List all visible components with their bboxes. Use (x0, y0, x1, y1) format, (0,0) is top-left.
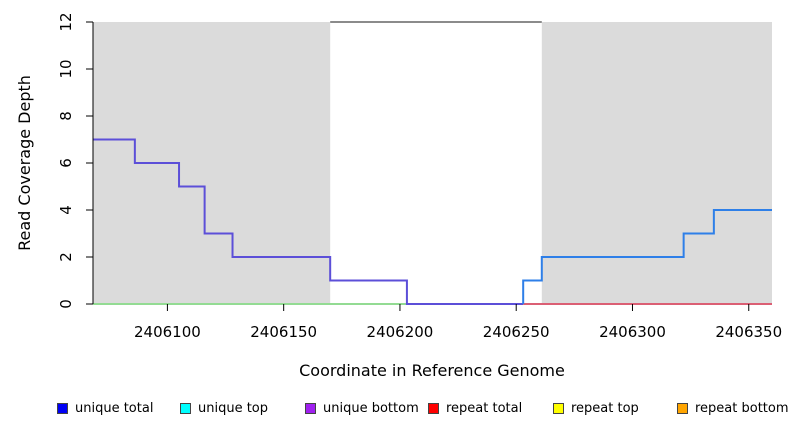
legend-label: unique top (198, 400, 269, 416)
y-axis-title: Read Coverage Depth (15, 75, 34, 251)
y-tick-label: 12 (57, 12, 75, 31)
right-shaded-region (541, 22, 772, 304)
legend-label: repeat total (446, 400, 523, 416)
legend-swatch-icon (180, 402, 191, 414)
legend-label: repeat bottom (695, 400, 789, 416)
legend-item-unique-total: unique total (57, 399, 153, 417)
legend-item-repeat-bottom: repeat bottom (677, 399, 789, 417)
y-tick-label: 8 (57, 111, 75, 121)
x-tick-label: 2406250 (483, 323, 550, 341)
x-tick-label: 2406200 (367, 323, 434, 341)
legend-swatch-icon (305, 402, 316, 414)
x-tick-label: 2406300 (599, 323, 666, 341)
axes: 2406100 2406150 2406200 2406250 2406300 24063… (57, 12, 782, 341)
x-tick-label: 2406100 (134, 323, 201, 341)
y-tick-label: 2 (57, 252, 75, 262)
x-tick-label: 2406350 (715, 323, 782, 341)
legend-swatch-icon (428, 402, 439, 414)
shaded-regions (93, 22, 772, 304)
legend-label: repeat top (571, 400, 639, 416)
y-tick-label: 6 (57, 158, 75, 168)
legend-item-unique-bottom: unique bottom (305, 399, 419, 417)
legend-item-unique-top: unique top (180, 399, 268, 417)
series-lines (93, 21, 772, 305)
legend-item-repeat-top: repeat top (553, 399, 639, 417)
x-tick-label: 2406150 (250, 323, 317, 341)
unique-coverage-step-right-line (522, 209, 772, 304)
legend-swatch-icon (677, 402, 688, 414)
y-tick-label: 10 (57, 59, 75, 78)
legend-item-repeat-total: repeat total (428, 399, 522, 417)
legend-label: unique bottom (323, 400, 419, 416)
unique-coverage-step-left-line (93, 138, 524, 305)
legend-label: unique total (75, 400, 154, 416)
y-tick-label: 4 (57, 205, 75, 215)
y-tick-label: 0 (57, 299, 75, 309)
legend-swatch-icon (57, 402, 68, 414)
x-axis-title: Coordinate in Reference Genome (299, 361, 565, 380)
legend: unique total unique top unique bottom repea… (0, 399, 792, 419)
left-shaded-region (93, 22, 331, 304)
legend-swatch-icon (553, 402, 564, 414)
